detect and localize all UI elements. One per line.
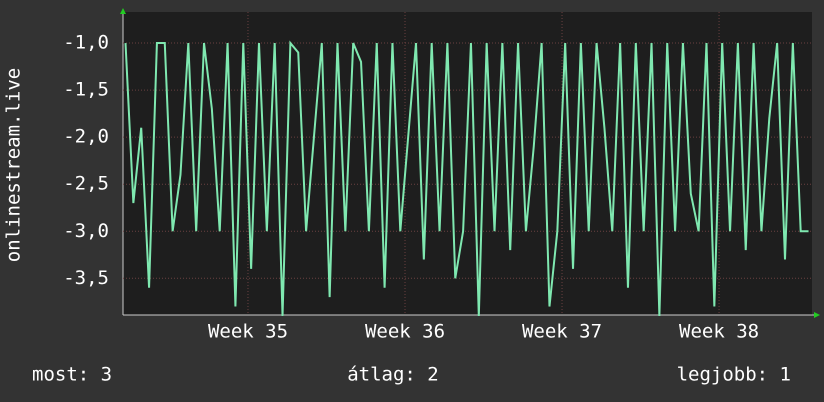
x-arrow bbox=[814, 312, 820, 318]
y-axis-label: onlinestream.live bbox=[3, 68, 25, 262]
y-tick-label: -3,0 bbox=[63, 220, 109, 242]
y-tick-label: -2,5 bbox=[63, 173, 109, 195]
y-tick-label: -1,0 bbox=[63, 32, 109, 54]
stat-label: legjobb: 1 bbox=[677, 364, 791, 386]
plot-area bbox=[123, 12, 812, 315]
stat-label: átlag: 2 bbox=[347, 364, 439, 386]
y-tick-label: -2,0 bbox=[63, 126, 109, 148]
stat-label: most: 3 bbox=[32, 364, 112, 386]
line bbox=[124, 40, 809, 316]
x-tick-label: Week 38 bbox=[679, 321, 759, 343]
y-arrow bbox=[120, 8, 126, 14]
y-tick-label: -3,5 bbox=[63, 267, 109, 289]
x-tick-label: Week 37 bbox=[522, 321, 602, 343]
x-tick-label: Week 35 bbox=[208, 321, 288, 343]
y-tick-label: -1,5 bbox=[63, 79, 109, 101]
x-tick-label: Week 36 bbox=[365, 321, 445, 343]
